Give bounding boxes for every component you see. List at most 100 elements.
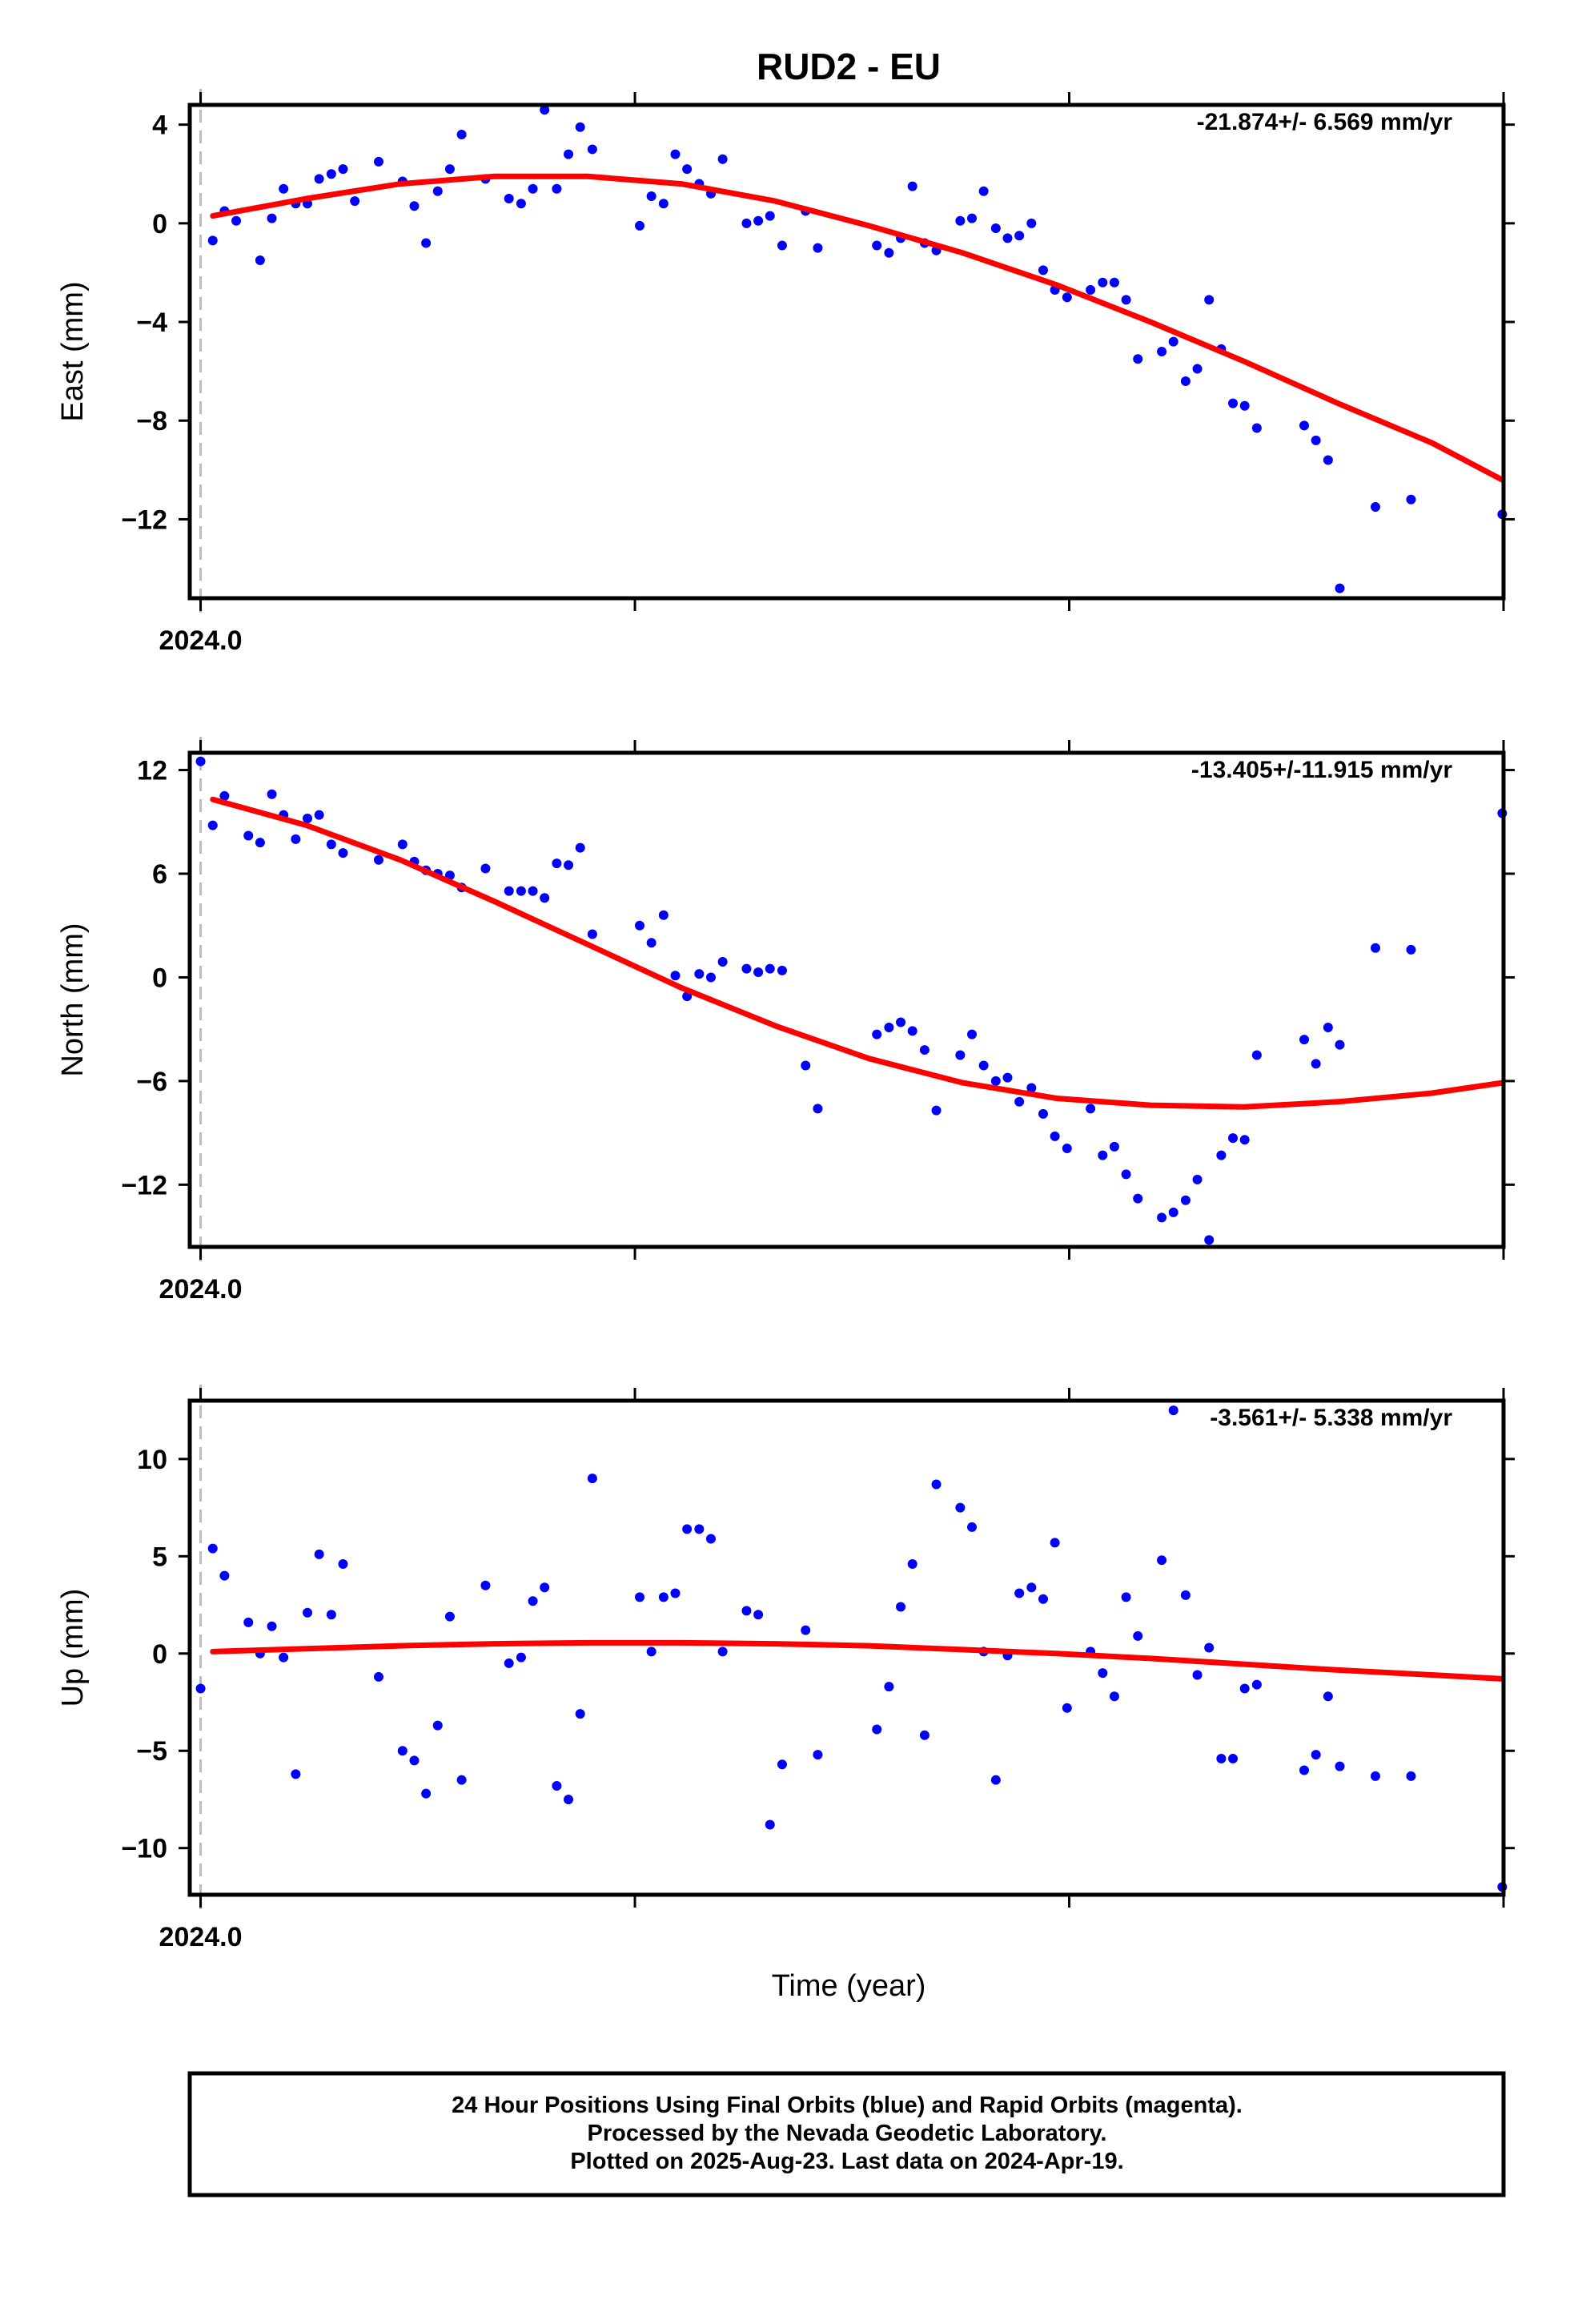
data-point [907,181,917,191]
y-axis-label: North (mm) [56,923,90,1076]
data-point [1180,1195,1191,1205]
data-point [279,183,289,194]
data-point [1026,1083,1037,1093]
data-point [896,1017,906,1027]
data-point [1311,1059,1321,1069]
data-point [990,223,1001,233]
data-point [326,839,336,850]
data-point [907,1559,917,1570]
data-point [717,1647,728,1657]
data-point [919,1730,930,1740]
data-point [587,144,597,155]
data-point [646,938,656,948]
data-point [243,830,254,841]
data-point [350,196,360,207]
data-point [1323,455,1333,465]
data-point [1239,1135,1250,1145]
fit-curve [210,173,1505,483]
data-point [409,1755,420,1766]
data-point [1228,1753,1239,1763]
data-point [801,1060,811,1071]
data-point [1098,277,1108,287]
data-point [444,1611,455,1622]
y-axis-label: East (mm) [56,281,90,421]
data-point [373,156,383,167]
data-point [456,129,467,139]
data-point [1406,1771,1416,1781]
data-point [872,240,882,251]
x-axis-label: Time (year) [772,1969,926,2003]
data-point [884,1682,894,1692]
data-point [896,1602,906,1612]
data-point [207,1543,218,1554]
y-tick-label: −10 [121,1834,167,1864]
data-point [528,183,538,194]
data-point [575,1709,585,1719]
rate-label: -3.561+/- 5.338 mm/yr [1210,1405,1452,1431]
data-point [373,854,383,865]
data-point [777,240,787,251]
data-point [1192,364,1203,374]
data-point [1109,1141,1119,1152]
data-point [1335,1761,1345,1771]
data-point [813,1104,823,1114]
data-point [967,213,978,223]
data-point [1370,502,1380,513]
data-point [1062,292,1072,303]
y-tick-label: 10 [137,1445,167,1475]
data-point [1157,1212,1167,1223]
plot-frame [187,1398,1506,1897]
data-point [397,1746,408,1756]
data-point [432,186,443,196]
data-point [255,255,265,266]
data-point [670,971,681,981]
data-point [564,860,574,870]
data-point [1251,423,1262,433]
y-axis-label: Up (mm) [56,1589,90,1707]
data-point [338,1559,348,1570]
data-point [1121,295,1131,305]
data-point [1204,1235,1215,1245]
footer-box [187,2071,1506,2197]
data-point [1216,1150,1227,1160]
data-point [931,1105,942,1116]
data-point [1335,583,1345,593]
data-point [1026,218,1037,228]
data-point [207,820,218,830]
data-point [1133,1630,1143,1641]
data-point [1168,336,1178,347]
data-point [955,215,966,226]
data-point [1098,1150,1108,1160]
data-point [1014,1096,1025,1107]
data-point [658,910,669,920]
rate-label: -21.874+/- 6.569 mm/yr [1197,109,1453,135]
data-point [907,1026,917,1036]
y-tick-label: 12 [137,756,167,786]
data-point [1086,1104,1096,1114]
data-point [1121,1169,1131,1180]
data-point [777,1759,787,1770]
data-point [765,211,775,221]
data-point [540,1582,550,1593]
data-point [813,1750,823,1760]
data-point [1038,1594,1048,1604]
data-point [255,838,265,848]
data-point [267,213,277,223]
y-tick-label: 4 [152,111,167,141]
data-point [421,238,432,248]
fit-curve [210,796,1505,1110]
data-point [1370,1771,1380,1781]
data-point [765,1819,775,1830]
data-point [267,1621,277,1631]
data-point [931,1479,942,1490]
data-point [1370,943,1380,953]
data-point [1299,420,1310,431]
data-point [314,1549,324,1559]
data-point [540,105,550,115]
data-point [516,886,526,896]
data-point [1406,944,1416,955]
data-point [291,834,301,844]
data-point [682,1524,693,1534]
data-point [1204,1642,1215,1653]
data-point [314,810,324,820]
